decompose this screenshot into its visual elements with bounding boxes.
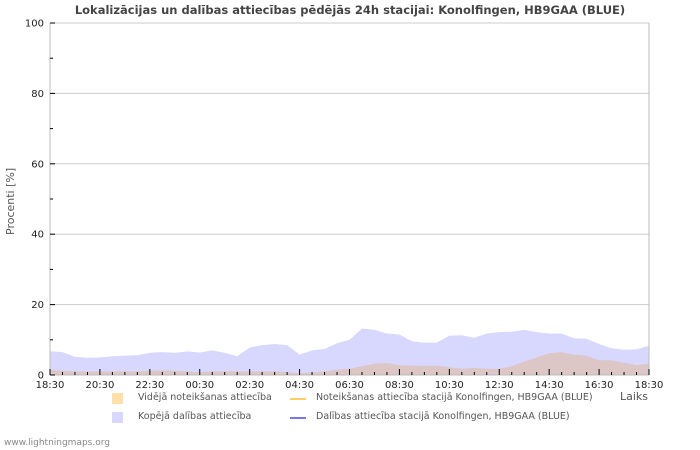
x-axis-label: Laiks bbox=[620, 390, 649, 403]
x-tick-label: 14:30 bbox=[535, 380, 564, 391]
x-tick-label: 12:30 bbox=[485, 380, 514, 391]
legend-line-station-participation bbox=[290, 417, 306, 419]
legend-label-station-participation: Dalības attiecība stacijā Konolfingen, H… bbox=[316, 411, 570, 422]
area-total-participation bbox=[50, 328, 649, 375]
x-tick-label: 00:30 bbox=[185, 380, 214, 391]
legend-line-station-detection bbox=[290, 398, 306, 400]
x-tick-label: 10:30 bbox=[435, 380, 464, 391]
y-tick-label: 100 bbox=[25, 19, 44, 30]
legend-swatch-total-participation bbox=[112, 412, 123, 423]
x-tick-label: 20:30 bbox=[86, 380, 115, 391]
y-tick-label: 0 bbox=[38, 371, 44, 382]
legend-swatch-avg-detection bbox=[112, 393, 123, 404]
legend-label-total-participation: Kopējā dalības attiecība bbox=[138, 411, 252, 422]
x-tick-label: 18:30 bbox=[635, 380, 664, 391]
x-tick-label: 08:30 bbox=[385, 380, 414, 391]
x-tick-label: 16:30 bbox=[585, 380, 614, 391]
x-tick-label: 06:30 bbox=[335, 380, 364, 391]
y-tick-label: 20 bbox=[31, 300, 44, 311]
x-tick-label: 22:30 bbox=[135, 380, 164, 391]
x-tick-label: 02:30 bbox=[235, 380, 264, 391]
y-tick-label: 80 bbox=[31, 89, 44, 100]
footer-credit: www.lightningmaps.org bbox=[4, 438, 110, 448]
legend-label-station-detection: Noteikšanas attiecība stacijā Konolfinge… bbox=[316, 392, 593, 403]
y-tick-label: 60 bbox=[31, 159, 44, 170]
y-axis-label: Procenti [%] bbox=[4, 167, 17, 235]
x-tick-label: 18:30 bbox=[36, 380, 65, 391]
y-tick-label: 40 bbox=[31, 230, 44, 241]
legend-label-avg-detection: Vidējā noteikšanas attiecība bbox=[138, 392, 272, 403]
x-tick-label: 04:30 bbox=[285, 380, 314, 391]
chart-title: Lokalizācijas un dalības attiecības pēdē… bbox=[74, 3, 626, 17]
